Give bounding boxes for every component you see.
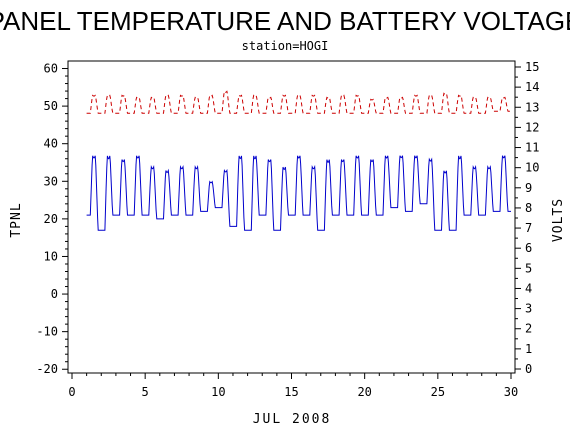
chart-title: PANEL TEMPERATURE AND BATTERY VOLTAGE xyxy=(0,6,570,36)
x-axis: 0 5 10 15 20 25 30 xyxy=(68,373,518,399)
y-left-tick-label: 60 xyxy=(44,62,58,76)
y-axis-left-label: TPNL xyxy=(9,202,24,237)
y-right-tick-label: 12 xyxy=(525,120,539,134)
y-left-tick-label: 10 xyxy=(44,249,58,263)
chart-subtitle: station=HOGI xyxy=(242,39,329,53)
x-tick-label: 5 xyxy=(142,385,149,399)
x-tick-label: 10 xyxy=(211,385,225,399)
y-right-tick-label: 9 xyxy=(525,181,532,195)
y-right-tick-label: 8 xyxy=(525,201,532,215)
y-left-tick-label: 30 xyxy=(44,174,58,188)
y-right-tick-label: 14 xyxy=(525,80,539,94)
y-left-tick-label: -20 xyxy=(36,362,58,376)
y-right-tick-label: 13 xyxy=(525,100,539,114)
y-right-tick-label: 3 xyxy=(525,302,532,316)
y-right-tick-label: 10 xyxy=(525,161,539,175)
x-tick-label: 20 xyxy=(357,385,371,399)
x-tick-label: 15 xyxy=(284,385,298,399)
y-right-tick-label: 2 xyxy=(525,322,532,336)
y-right-tick-label: 4 xyxy=(525,281,532,295)
series-layer xyxy=(86,90,511,231)
y-right-tick-label: 7 xyxy=(525,221,532,235)
x-tick-label: 0 xyxy=(68,385,75,399)
y-right-tick-label: 1 xyxy=(525,342,532,356)
y-left-tick-label: 50 xyxy=(44,99,58,113)
y-axis-right-label: VOLTS xyxy=(551,198,566,242)
y-right-tick-label: 6 xyxy=(525,241,532,255)
y-left-tick-label: -10 xyxy=(36,325,58,339)
x-axis-label: JUL 2008 xyxy=(253,412,332,427)
y-left-tick-label: 0 xyxy=(51,287,58,301)
y-right-tick-label: 0 xyxy=(525,362,532,376)
y-right-tick-label: 5 xyxy=(525,261,532,275)
voltage-series-line xyxy=(86,90,511,114)
y-left-tick-label: 40 xyxy=(44,137,58,151)
y-right-tick-label: 11 xyxy=(525,141,539,155)
x-tick-label: 25 xyxy=(431,385,445,399)
y-right-tick-label: 15 xyxy=(525,60,539,74)
temperature-series-line xyxy=(86,155,511,231)
y-axis-left: -20 -10 0 10 20 30 40 50 60 xyxy=(36,62,68,376)
plot-frame xyxy=(67,60,516,374)
x-tick-label: 30 xyxy=(504,385,518,399)
y-left-tick-label: 20 xyxy=(44,212,58,226)
